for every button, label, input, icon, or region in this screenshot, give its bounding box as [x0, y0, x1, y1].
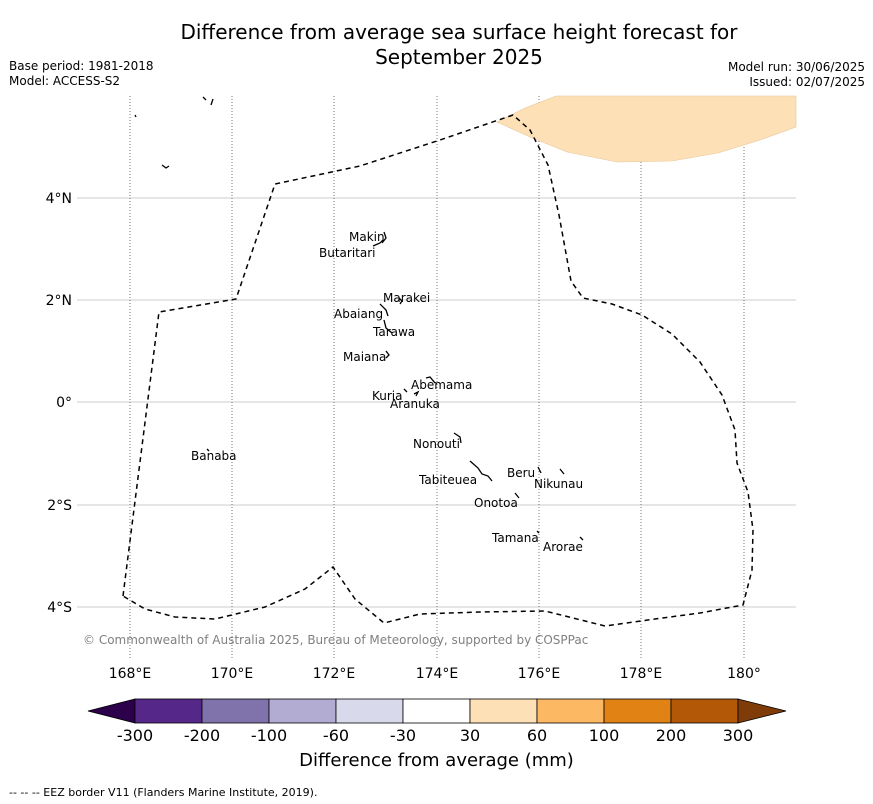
coastline-beru [537, 466, 542, 474]
model-run: Model run: 30/06/2025 [727, 60, 865, 74]
label-aranuka: Aranuka [390, 397, 440, 411]
lon-tick-180: 180° [727, 666, 761, 682]
title-line-1: Difference from average sea surface heig… [180, 20, 738, 44]
lat-tick-2s: 2°S [47, 498, 72, 514]
label-beru: Beru [507, 466, 535, 480]
lon-tick-labels: 168°E 170°E 172°E 174°E 176°E 178°E 180° [109, 666, 761, 682]
label-butaritari: Butaritari [319, 246, 376, 260]
coastline-marakei [398, 297, 403, 305]
lon-tick-168: 168°E [109, 666, 152, 682]
coastline-marshall-3 [210, 98, 214, 106]
lon-tick-178: 178°E [620, 666, 663, 682]
map-title: Difference from average sea surface heig… [0, 20, 873, 70]
colorbar-extend-low [87, 698, 136, 724]
colorbar-labels: -300 -200 -100 -60 -30 30 60 100 200 300 [117, 726, 753, 745]
label-kuria: Kuria [372, 389, 403, 403]
coastline-abaiang [379, 303, 389, 317]
colorbar [87, 698, 787, 724]
cbar-label-m100: -100 [251, 726, 287, 745]
coastline-tamana [536, 530, 540, 534]
lon-tick-170: 170°E [211, 666, 254, 682]
cbar-label-m300: -300 [117, 726, 153, 745]
copyright-notice: © Commonwealth of Australia 2025, Bureau… [83, 633, 588, 647]
lon-gridlines [129, 96, 745, 660]
coastline-kuria [403, 388, 408, 393]
colorbar-bin-5 [402, 698, 471, 724]
coastline-onotoa [514, 492, 520, 499]
lat-tick-4n: 4°N [46, 191, 72, 207]
island-coastlines [134, 96, 584, 541]
lon-tick-174: 174°E [416, 666, 459, 682]
label-abaiang: Abaiang [334, 307, 383, 321]
cbar-label-200: 200 [656, 726, 687, 745]
coastline-tabiteuea [469, 460, 493, 482]
lat-tick-2n: 2°N [46, 293, 72, 309]
label-banaba: Banaba [191, 449, 237, 463]
coastline-banaba [206, 448, 210, 452]
label-nikunau: Nikunau [534, 477, 583, 491]
coastline-abemama [425, 376, 436, 384]
coastline-marshall-4 [161, 164, 170, 169]
colorbar-extend-high [737, 698, 787, 724]
cbar-label-300: 300 [723, 726, 754, 745]
label-tarawa: Tarawa [372, 325, 415, 339]
base-period: Base period: 1981-2018 [9, 59, 154, 73]
cbar-label-100: 100 [589, 726, 620, 745]
coastline-makin [381, 231, 387, 244]
colorbar-bin-6 [469, 698, 538, 724]
lat-tick-4s: 4°S [47, 600, 72, 616]
coastline-tarawa [383, 319, 393, 334]
meta-right: Model run: 30/06/2025 Issued: 02/07/2025 [728, 60, 865, 90]
label-abemama: Abemama [411, 378, 472, 392]
colorbar-bin-1 [134, 698, 203, 724]
colorbar-bin-2 [201, 698, 270, 724]
label-makin: Makin [349, 230, 385, 244]
cbar-label-60: 60 [527, 726, 547, 745]
meta-left: Base period: 1981-2018 Model: ACCESS-S2 [9, 59, 154, 89]
lon-tick-176: 176°E [518, 666, 561, 682]
label-maiana: Maiana [343, 350, 386, 364]
coastline-marshall-2 [202, 96, 207, 101]
label-marakei: Marakei [383, 291, 430, 305]
label-onotoa: Onotoa [474, 496, 518, 510]
colorbar-bin-8 [603, 698, 672, 724]
colorbar-bin-4 [335, 698, 404, 724]
label-arorae: Arorae [543, 540, 583, 554]
lon-tick-172: 172°E [313, 666, 356, 682]
coastline-nikunau [559, 468, 565, 475]
coastline-arorae [579, 536, 584, 541]
coastline-nonouti [453, 432, 462, 444]
colorbar-bin-9 [670, 698, 739, 724]
coastline-maiana [385, 350, 390, 359]
eez-footer-note: -- -- -- EEZ border V11 (Flanders Marine… [9, 786, 318, 799]
issued-date: Issued: 02/07/2025 [749, 75, 865, 89]
label-nonouti: Nonouti [413, 437, 460, 451]
lat-tick-labels: 4°N 2°N 0° 2°S 4°S [46, 191, 73, 616]
cbar-label-m60: -60 [323, 726, 349, 745]
cbar-label-m200: -200 [184, 726, 220, 745]
coastline-butaritari [372, 239, 384, 247]
colorbar-bin-7 [536, 698, 605, 724]
island-labels: Makin Butaritari Marakei Abaiang Tarawa … [191, 230, 583, 554]
model-name: Model: ACCESS-S2 [9, 74, 121, 88]
coastline-aranuka [413, 390, 420, 397]
anomaly-region-30-60 [496, 95, 797, 163]
title-line-2: September 2025 [375, 45, 543, 69]
label-tabiteuea: Tabiteuea [418, 473, 477, 487]
cbar-label-m30: -30 [390, 726, 416, 745]
colorbar-bin-3 [268, 698, 337, 724]
cbar-label-30: 30 [460, 726, 480, 745]
colorbar-title: Difference from average (mm) [299, 750, 574, 771]
eez-border [122, 114, 754, 627]
lat-tick-0: 0° [56, 395, 72, 411]
label-tamana: Tamana [491, 531, 539, 545]
coastline-marshall-1 [134, 114, 137, 118]
